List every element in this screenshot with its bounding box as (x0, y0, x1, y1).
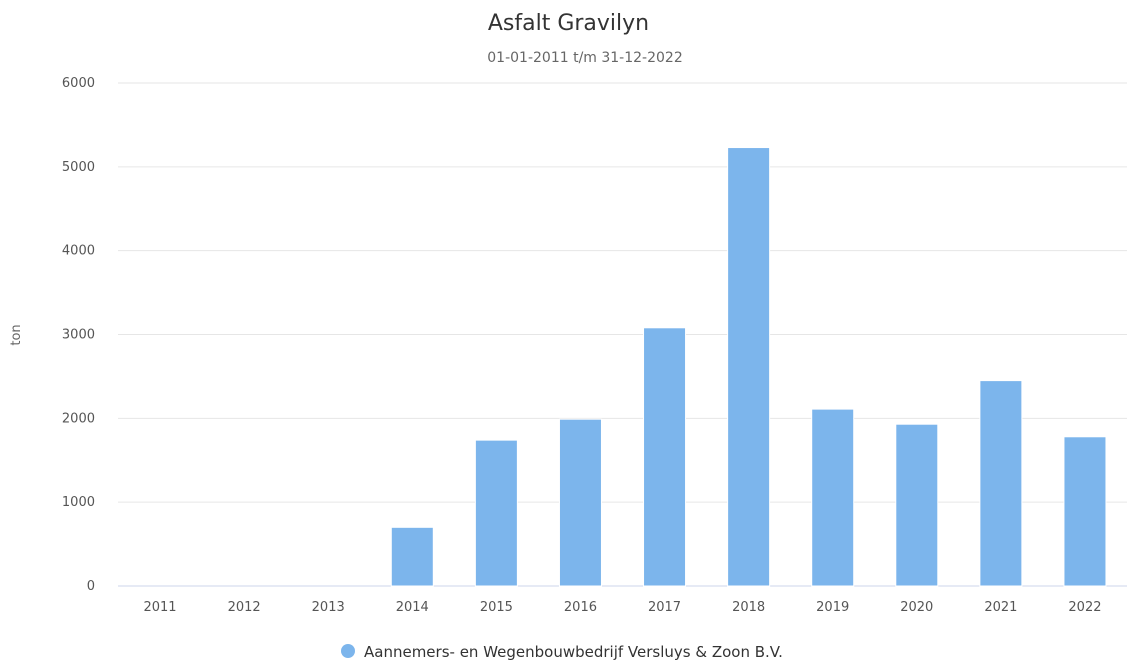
y-tick-label: 0 (87, 579, 95, 594)
y-tick-label: 3000 (62, 328, 95, 343)
y-tick-label: 2000 (62, 411, 95, 426)
y-tick-label: 6000 (62, 76, 95, 91)
x-tick-label: 2013 (312, 600, 345, 615)
x-tick-label: 2011 (143, 600, 176, 615)
bar-2020[interactable] (895, 423, 939, 587)
bar-2014[interactable] (390, 526, 434, 587)
bars (390, 147, 1107, 587)
x-tick-label: 2014 (396, 600, 429, 615)
bar-2016[interactable] (558, 418, 602, 587)
x-tick-label: 2012 (228, 600, 261, 615)
legend-marker-icon (341, 644, 355, 658)
grid (118, 82, 1127, 587)
y-tick-label: 5000 (62, 160, 95, 175)
y-tick-label: 1000 (62, 495, 95, 510)
x-tick-label: 2017 (648, 600, 681, 615)
x-tick-label: 2019 (816, 600, 849, 615)
x-tick-label: 2022 (1068, 600, 1101, 615)
chart-subtitle: 01-01-2011 t/m 31-12-2022 (487, 50, 682, 66)
bar-2015[interactable] (474, 439, 518, 587)
y-axis-ticks: 0 1000 2000 3000 4000 5000 6000 (62, 76, 95, 594)
bar-2021[interactable] (979, 380, 1023, 587)
bar-2018[interactable] (727, 147, 771, 587)
bar-2022[interactable] (1063, 436, 1107, 587)
x-tick-label: 2021 (984, 600, 1017, 615)
x-tick-label: 2018 (732, 600, 765, 615)
y-tick-label: 4000 (62, 244, 95, 259)
y-axis-label: ton (9, 324, 24, 345)
legend-label: Aannemers- en Wegenbouwbedrijf Versluys … (364, 643, 783, 661)
bar-2017[interactable] (643, 327, 687, 587)
bar-2019[interactable] (811, 408, 855, 587)
x-tick-label: 2015 (480, 600, 513, 615)
legend[interactable]: Aannemers- en Wegenbouwbedrijf Versluys … (341, 643, 783, 661)
chart-title: Asfalt Gravilyn (488, 11, 649, 36)
x-tick-label: 2020 (900, 600, 933, 615)
x-tick-label: 2016 (564, 600, 597, 615)
x-axis-ticks: 2011 2012 2013 2014 2015 2016 2017 2018 2019 2020… (143, 600, 1101, 615)
